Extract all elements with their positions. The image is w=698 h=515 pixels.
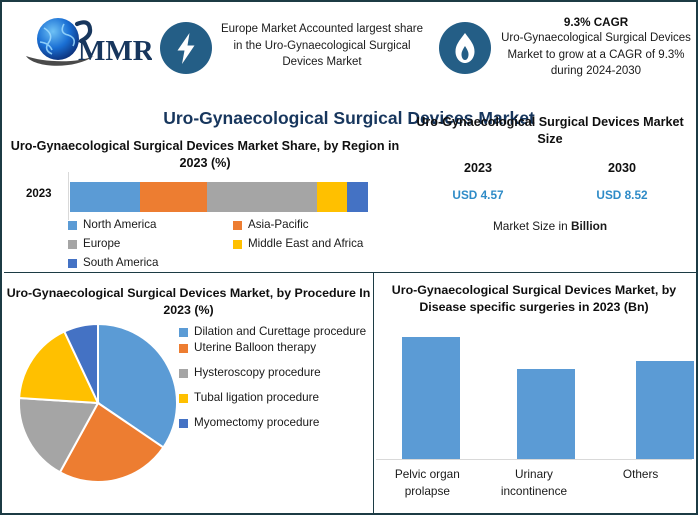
legend-swatch-icon bbox=[179, 419, 188, 428]
legend-swatch-icon bbox=[233, 239, 242, 249]
pie-legend-label: Myomectomy procedure bbox=[194, 416, 320, 429]
pie-slice bbox=[18, 330, 100, 405]
legend-swatch-icon bbox=[68, 220, 77, 230]
market-size-footnote: Market Size in Billion bbox=[406, 219, 694, 233]
globe-swoosh-logo: MMR bbox=[26, 18, 152, 67]
procedure-pie-panel: Uro-Gynaecological Surgical Devices Mark… bbox=[4, 274, 373, 515]
bar-column bbox=[402, 337, 460, 459]
horizontal-divider bbox=[4, 272, 696, 273]
bar-column bbox=[517, 369, 575, 459]
region-share-panel: Uro-Gynaecological Surgical Devices Mark… bbox=[10, 138, 400, 274]
vertical-divider bbox=[373, 272, 374, 515]
legend-swatch-icon bbox=[179, 328, 188, 337]
pie-legend-label: Dilation and Curettage procedure bbox=[194, 325, 367, 338]
region-axis-label: 2023 bbox=[26, 188, 52, 200]
cagr-body-text: Uro-Gynaecological Surgical Devices Mark… bbox=[501, 32, 691, 77]
market-size-years: 2023 2030 bbox=[406, 161, 694, 175]
region-chart-title: Uro-Gynaecological Surgical Devices Mark… bbox=[10, 139, 400, 170]
stacked-bar-segment bbox=[140, 182, 208, 212]
disease-bar-panel: Uro-Gynaecological Surgical Devices Mark… bbox=[374, 274, 694, 515]
cagr-heading: 9.3% CAGR bbox=[563, 16, 629, 29]
legend-swatch-icon bbox=[233, 220, 242, 230]
market-size-panel: Uro-Gynaecological Surgical Devices Mark… bbox=[406, 114, 694, 262]
pie-legend-item: Hysteroscopy procedure bbox=[179, 365, 369, 381]
stacked-bar-segment bbox=[317, 182, 348, 212]
logo-wordmark: MMR bbox=[78, 35, 152, 67]
pie-legend-item: Tubal ligation procedure bbox=[179, 390, 369, 406]
header-bar: MMR Europe Market Accounted largest shar… bbox=[2, 2, 696, 90]
pie-legend-label: Uterine Balloon therapy bbox=[194, 341, 317, 354]
region-legend-label: North America bbox=[83, 218, 157, 231]
market-size-year-2023: 2023 bbox=[463, 161, 493, 175]
mmr-logo: MMR bbox=[20, 12, 152, 74]
bar-category-label: Urinary incontinence bbox=[500, 467, 568, 498]
pie-chart-title: Uro-Gynaecological Surgical Devices Mark… bbox=[6, 286, 371, 317]
region-legend-item: Middle East and Africa bbox=[233, 235, 398, 253]
market-size-value-2030: USD 8.52 bbox=[596, 188, 648, 202]
pie-slice bbox=[58, 401, 165, 483]
region-legend-label: South America bbox=[83, 256, 159, 269]
pie-legend-item: Dilation and Curettage procedure bbox=[179, 324, 369, 340]
market-size-value-2023: USD 4.57 bbox=[452, 188, 504, 202]
region-axis-line bbox=[68, 172, 69, 220]
flame-icon bbox=[439, 22, 491, 74]
pie-slice bbox=[63, 322, 99, 404]
region-legend-item: North America bbox=[68, 216, 233, 234]
pie-legend-item: Myomectomy procedure bbox=[179, 415, 369, 431]
legend-swatch-icon bbox=[68, 239, 77, 249]
stacked-bar-segment bbox=[347, 182, 368, 212]
market-size-title: Uro-Gynaecological Surgical Devices Mark… bbox=[416, 115, 684, 146]
pie-legend-label: Tubal ligation procedure bbox=[194, 391, 319, 404]
europe-callout-text: Europe Market Accounted largest share in… bbox=[220, 23, 423, 68]
market-size-values: USD 4.57 USD 8.52 bbox=[406, 188, 694, 202]
pie-legend-label: Hysteroscopy procedure bbox=[194, 366, 321, 379]
bar-chart-title: Uro-Gynaecological Surgical Devices Mark… bbox=[391, 283, 677, 314]
lightning-bolt-icon bbox=[160, 22, 212, 74]
region-legend-item: Europe bbox=[68, 235, 233, 253]
pie-slice bbox=[18, 396, 100, 474]
cagr-callout: 9.3% CAGR Uro-Gynaecological Surgical De… bbox=[498, 15, 694, 80]
region-legend-label: Asia-Pacific bbox=[248, 218, 309, 231]
pie-chart bbox=[18, 322, 178, 483]
legend-swatch-icon bbox=[179, 344, 188, 353]
market-size-footnote-unit: Billion bbox=[570, 219, 608, 233]
bar-baseline bbox=[376, 459, 692, 460]
region-legend-item: Asia-Pacific bbox=[233, 216, 398, 234]
pie-legend-item: Uterine Balloon therapy bbox=[179, 340, 369, 356]
pie-slice bbox=[97, 322, 178, 449]
region-legend-item: South America bbox=[68, 254, 233, 272]
bar-column bbox=[636, 360, 694, 459]
bar-chart-plot bbox=[374, 330, 694, 460]
market-size-footnote-prefix: Market Size in bbox=[492, 219, 571, 233]
bar-category-label: Pelvic organ prolapse bbox=[394, 467, 460, 498]
legend-swatch-icon bbox=[179, 369, 188, 378]
pie-legend: Dilation and Curettage procedure Uterine … bbox=[179, 324, 369, 431]
legend-swatch-icon bbox=[179, 394, 188, 403]
stacked-bar-segment bbox=[207, 182, 318, 212]
region-legend-label: Europe bbox=[83, 237, 121, 250]
region-chart-plot: 2023 bbox=[10, 172, 400, 220]
stacked-bar bbox=[70, 182, 368, 212]
bar-category-labels: Pelvic organ prolapse Urinary incontinenc… bbox=[374, 466, 694, 500]
market-size-year-2030: 2030 bbox=[607, 161, 637, 175]
page-title: Uro-Gynaecological Surgical Devices Mark… bbox=[163, 108, 535, 128]
region-legend: North America Asia-Pacific Europe Middle Ea… bbox=[68, 216, 398, 273]
bar-category-label: Others bbox=[622, 467, 659, 481]
stacked-bar-segment bbox=[70, 182, 141, 212]
legend-swatch-icon bbox=[68, 258, 77, 268]
region-legend-label: Middle East and Africa bbox=[248, 237, 364, 250]
